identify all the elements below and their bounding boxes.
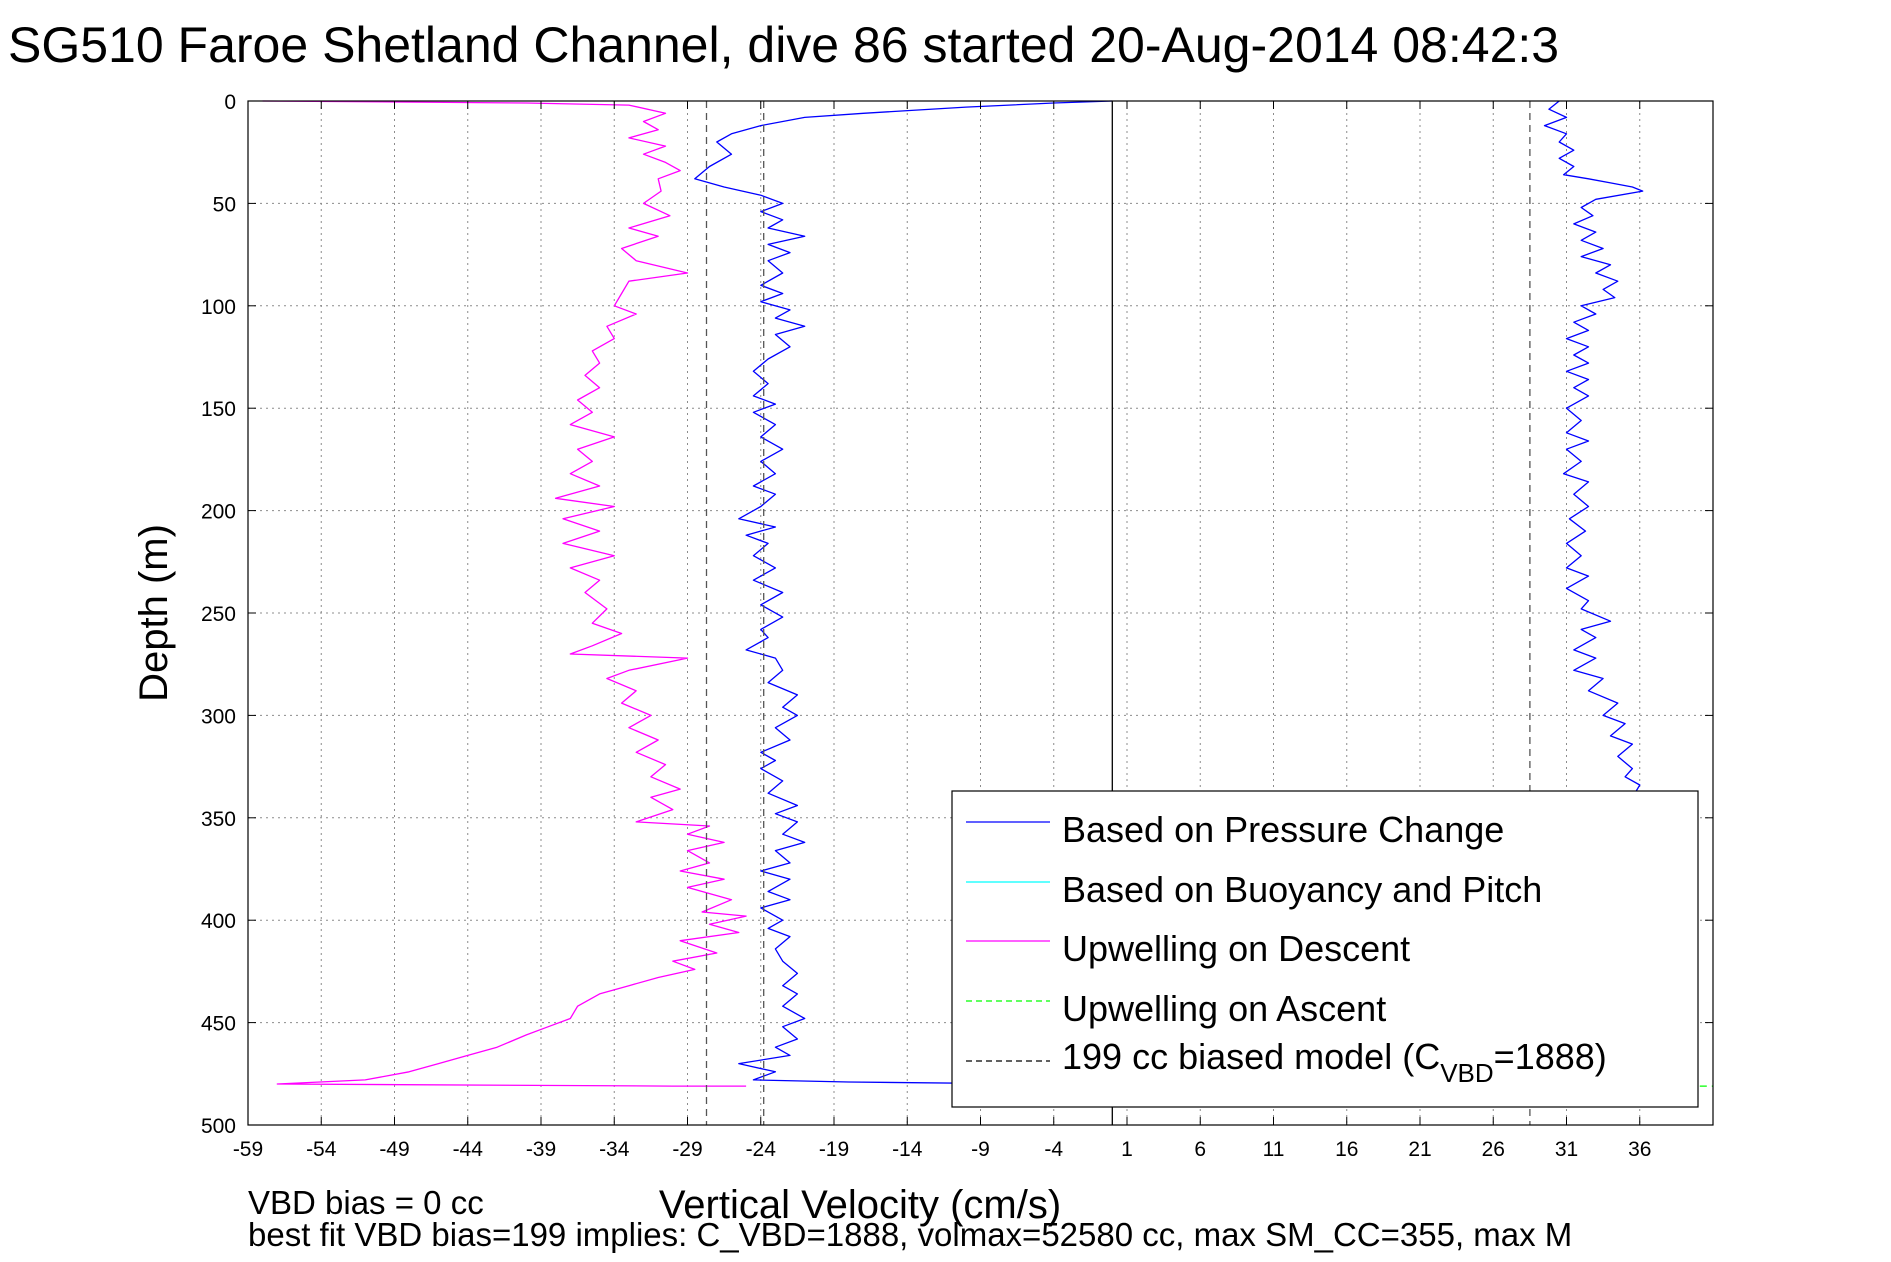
legend-label-biased-model-sub: VBD	[1440, 1058, 1493, 1088]
series-line-1	[694, 100, 1552, 1087]
y-axis-label: Depth (m)	[132, 524, 176, 702]
y-tick-label: 150	[201, 398, 236, 421]
y-tick-label: 250	[201, 603, 236, 626]
annotation-vbd-bias: VBD bias = 0 cc	[248, 1184, 484, 1221]
y-tick-label: 400	[201, 910, 236, 933]
legend-label-biased-model-main: 199 cc biased model (C	[1062, 1036, 1440, 1077]
legend-box	[951, 790, 1699, 1108]
y-tick-label: 450	[201, 1013, 236, 1036]
x-tick-label: 11	[1263, 1138, 1285, 1161]
x-tick-label: -54	[306, 1138, 337, 1161]
x-tick-label: 6	[1194, 1138, 1206, 1161]
y-tick-label: 100	[201, 296, 236, 319]
legend-label-upwelling-ascent: Upwelling on Ascent	[1062, 988, 1386, 1029]
y-tick-label: 500	[201, 1115, 236, 1138]
x-tick-label: -59	[233, 1138, 263, 1161]
legend-label-upwelling-descent: Upwelling on Descent	[1062, 928, 1410, 969]
axis-ticks: -59 -54 -49 -44 -39 -34 -29 -24 -19 -14 -9 -4 1 6 11 16…	[201, 91, 1713, 1161]
legend-label-biased-model-tail: =1888)	[1494, 1036, 1607, 1077]
x-tick-label: -49	[379, 1138, 409, 1161]
legend-label-buoyancy-pitch: Based on Buoyancy and Pitch	[1062, 869, 1542, 910]
x-tick-label: -9	[971, 1138, 990, 1161]
x-tick-label: -19	[819, 1138, 849, 1161]
x-tick-label: -14	[892, 1138, 923, 1161]
x-tick-label: 16	[1335, 1138, 1358, 1161]
series-line-2	[1543, 100, 1644, 811]
x-tick-label: -44	[453, 1138, 484, 1161]
x-tick-label: 21	[1408, 1138, 1431, 1161]
annotation-best-fit: best fit VBD bias=199 implies: C_VBD=188…	[248, 1216, 1572, 1253]
x-tick-label: -24	[746, 1138, 777, 1161]
x-tick-label: 1	[1121, 1138, 1133, 1161]
x-tick-label: 36	[1628, 1138, 1651, 1161]
chart-title: SG510 Faroe Shetland Channel, dive 86 st…	[8, 17, 1559, 73]
x-tick-label: -29	[672, 1138, 702, 1161]
legend-label-pressure-change: Based on Pressure Change	[1062, 809, 1504, 850]
y-tick-label: 0	[224, 91, 236, 114]
legend: Based on Pressure Change Based on Buoyan…	[951, 790, 1699, 1108]
x-axis-label: Vertical Velocity (cm/s)	[659, 1183, 1061, 1227]
x-tick-label: 31	[1555, 1138, 1578, 1161]
x-tick-label: -39	[526, 1138, 556, 1161]
x-tick-label: -4	[1044, 1138, 1063, 1161]
x-tick-label: -34	[599, 1138, 630, 1161]
y-tick-label: 200	[201, 501, 236, 524]
y-tick-label: 350	[201, 808, 236, 831]
x-tick-label: 26	[1482, 1138, 1505, 1161]
legend-label-biased-model: 199 cc biased model (CVBD=1888)	[1062, 1036, 1607, 1088]
series-line-0	[262, 100, 747, 1087]
y-tick-label: 300	[201, 705, 236, 728]
y-tick-label: 50	[213, 193, 236, 216]
